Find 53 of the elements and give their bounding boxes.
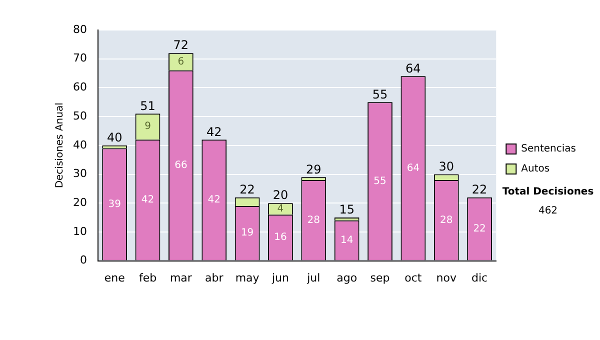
- x-tick-label: abr: [204, 271, 224, 284]
- y-tick-label: 40: [72, 138, 87, 152]
- total-label: 22: [240, 182, 255, 196]
- data-label: 6: [178, 56, 184, 68]
- total-label: 40: [106, 130, 122, 145]
- data-label: 39: [108, 198, 121, 210]
- total-label: 15: [339, 202, 354, 217]
- text: Total Decisiones: [502, 186, 594, 198]
- data-label: 16: [274, 232, 287, 244]
- y-axis-title: Decisiones Anual: [54, 102, 66, 188]
- x-tick-label: nov: [436, 271, 457, 284]
- total-label: 64: [406, 61, 421, 76]
- x-tick-label: ene: [104, 271, 126, 284]
- y-tick-label: 30: [72, 167, 87, 180]
- total-label: 20: [272, 188, 288, 202]
- data-label: 4: [277, 203, 284, 214]
- total-label: 30: [438, 159, 454, 174]
- x-tick-label: dic: [472, 271, 488, 284]
- total-label: 22: [472, 182, 488, 196]
- data-label: 28: [307, 214, 320, 226]
- x-tick-label: jun: [270, 271, 290, 284]
- total-label: 55: [372, 87, 388, 102]
- data-label: 64: [406, 162, 420, 174]
- data-label: 42: [141, 194, 154, 206]
- data-label: 14: [340, 234, 354, 246]
- legend-label: Autos: [521, 164, 550, 175]
- y-tick-label: 10: [72, 224, 87, 238]
- x-tick-label: jul: [306, 271, 320, 284]
- data-label: 55: [374, 176, 386, 187]
- y-tick-label: 50: [72, 109, 87, 122]
- data-label: 66: [174, 160, 188, 171]
- y-tick-label: 80: [72, 22, 87, 36]
- data-label: 9: [144, 121, 151, 132]
- y-tick-label: 0: [80, 254, 87, 267]
- x-tick-label: ago: [336, 271, 358, 284]
- x-tick-label: mar: [170, 271, 192, 284]
- total-label: 29: [306, 162, 322, 176]
- total-label: 51: [140, 98, 156, 113]
- legend-label: Sentencias: [521, 144, 576, 155]
- total-label: 42: [206, 124, 222, 139]
- y-tick-label: 20: [72, 196, 87, 209]
- x-tick-label: may: [235, 271, 260, 284]
- y-tick-label: 70: [72, 52, 87, 65]
- x-tick-label: feb: [138, 271, 157, 284]
- x-tick-label: oct: [404, 271, 422, 284]
- data-label: 28: [440, 214, 453, 226]
- data-label: 22: [473, 223, 486, 234]
- x-tick-label: sep: [370, 271, 390, 284]
- y-tick-label: 60: [72, 80, 87, 94]
- data-label: 19: [240, 228, 254, 239]
- data-label: 42: [208, 194, 220, 206]
- text: 462: [538, 206, 558, 217]
- total-label: 72: [173, 38, 189, 52]
